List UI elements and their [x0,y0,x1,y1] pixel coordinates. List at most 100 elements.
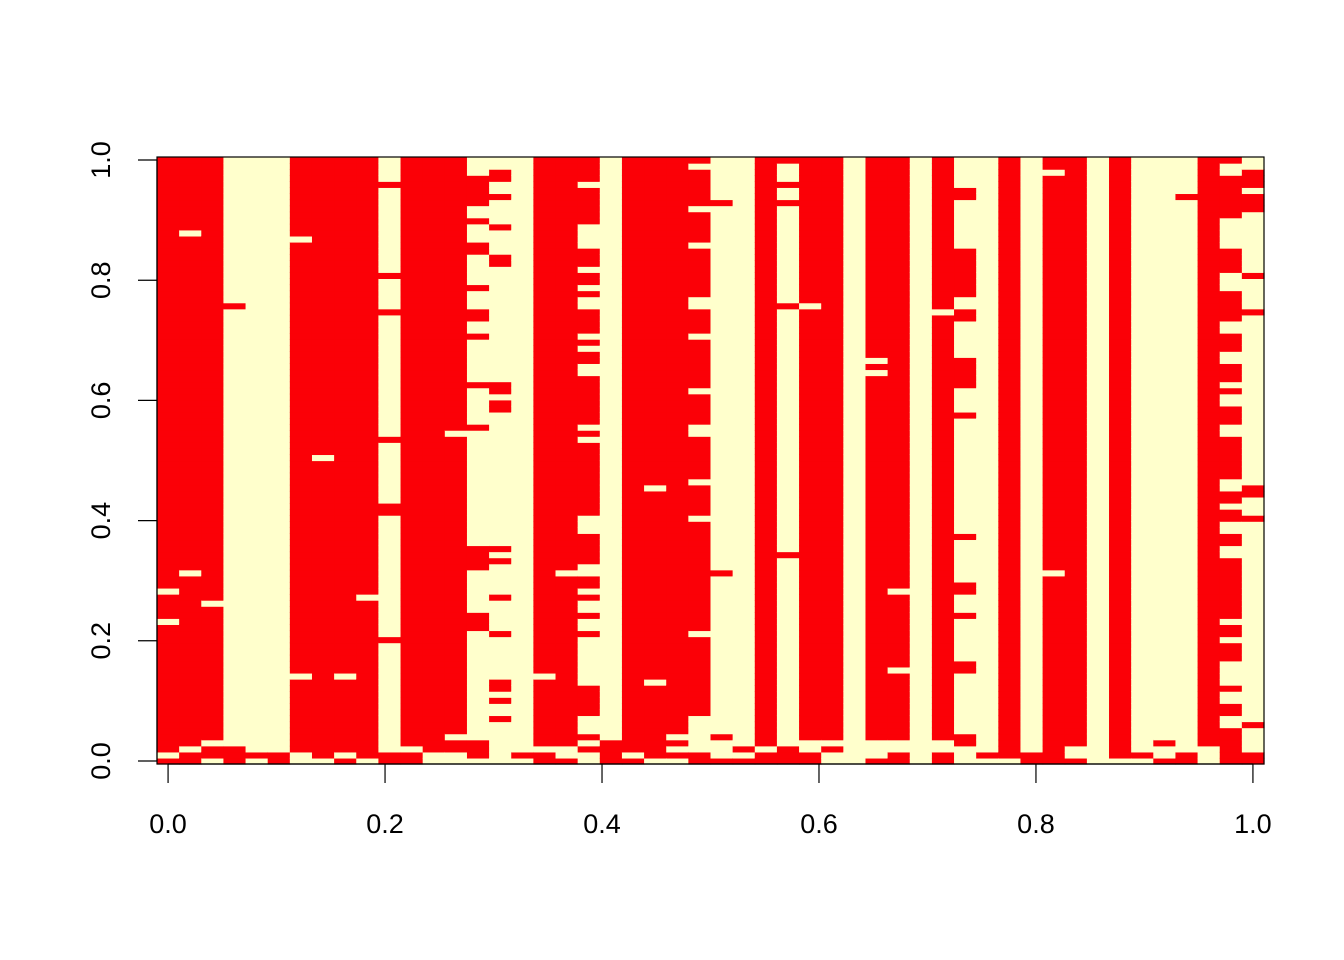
heatmap-cell [444,278,468,286]
heatmap-cell [356,739,379,747]
heatmap-cell [201,612,225,619]
heatmap-cell [754,618,778,625]
heatmap-cell [223,320,247,328]
heatmap-cell [1241,296,1265,304]
heatmap-cell [1042,557,1066,565]
heatmap-cell [931,205,955,213]
heatmap-cell [577,685,601,692]
heatmap-cell [157,575,180,583]
heatmap-cell [1175,229,1199,237]
heatmap-cell [621,581,645,589]
heatmap-cell [909,381,933,389]
heatmap-cell [378,515,402,522]
heatmap-cell [267,466,291,474]
heatmap-cell [400,448,424,456]
heatmap-cell [887,618,911,625]
heatmap-cell [688,757,712,765]
heatmap-cell [931,587,955,595]
heatmap-cell [489,594,512,601]
heatmap-cell [732,630,756,638]
heatmap-cell [1086,448,1110,456]
heatmap-cell [466,685,490,692]
heatmap-cell [644,703,667,710]
heatmap-cell [577,745,601,753]
heatmap-cell [998,320,1022,328]
heatmap-cell [489,411,512,419]
heatmap-cell [754,454,778,462]
heatmap-cell [466,672,490,680]
heatmap-cell [599,624,623,632]
heatmap-cell [732,163,756,170]
heatmap-cell [732,672,756,680]
heatmap-cell [179,211,202,219]
heatmap-cell [422,606,446,613]
heatmap-cell [710,757,734,765]
heatmap-cell [267,703,291,710]
heatmap-cell [422,478,446,486]
heatmap-cell [1109,575,1132,583]
heatmap-cell [865,545,889,553]
heatmap-cell [422,254,446,261]
heatmap-cell [1020,369,1044,377]
heatmap-cell [688,375,712,383]
heatmap-cell [666,460,689,468]
heatmap-cell [245,739,269,747]
heatmap-cell [1109,478,1132,486]
heatmap-cell [1197,733,1221,741]
heatmap-cell [179,424,202,431]
heatmap-cell [1197,721,1221,729]
heatmap-cell [1153,272,1177,279]
heatmap-cell [334,472,357,480]
heatmap-cell [976,478,999,486]
heatmap-cell [223,296,247,304]
heatmap-cell [511,733,534,741]
heatmap-cell [998,709,1022,717]
heatmap-cell [267,418,291,425]
heatmap-cell [289,405,313,413]
heatmap-cell [799,648,822,656]
heatmap-cell [1042,581,1066,589]
heatmap-cell [644,296,667,304]
heatmap-cell [732,411,756,419]
heatmap-cell [466,721,490,729]
heatmap-cell [1219,326,1243,334]
heatmap-cell [267,527,291,534]
heatmap-cell [289,320,313,328]
heatmap-cell [621,642,645,650]
heatmap-cell [311,703,335,710]
heatmap-cell [909,545,933,553]
heatmap-cell [976,211,999,219]
heatmap-cell [179,248,202,255]
heatmap-cell [1042,703,1066,710]
heatmap-cell [954,557,977,565]
heatmap-cell [865,235,889,243]
heatmap-cell [688,351,712,358]
heatmap-cell [311,369,335,377]
heatmap-cell [489,248,512,255]
heatmap-cell [865,308,889,316]
heatmap-cell [998,581,1022,589]
heatmap-cell [1131,642,1154,650]
heatmap-cell [909,709,933,717]
heatmap-cell [688,320,712,328]
heatmap-cell [555,697,579,704]
heatmap-cell [400,181,424,188]
heatmap-cell [931,308,955,316]
heatmap-cell [1042,339,1066,346]
heatmap-cell [799,454,822,462]
heatmap-cell [378,496,402,504]
heatmap-cell [1197,490,1221,498]
heatmap-cell [201,181,225,188]
heatmap-cell [1086,405,1110,413]
heatmap-cell [1020,703,1044,710]
heatmap-cell [1219,266,1243,273]
heatmap-cell [444,521,468,528]
heatmap-cell [223,254,247,261]
heatmap-cell [555,260,579,267]
heatmap-cell [931,272,955,279]
heatmap-cell [1241,442,1265,449]
heatmap-cell [223,697,247,704]
heatmap-cell [466,314,490,322]
heatmap-cell [776,460,800,468]
heatmap-cell [1175,272,1199,279]
